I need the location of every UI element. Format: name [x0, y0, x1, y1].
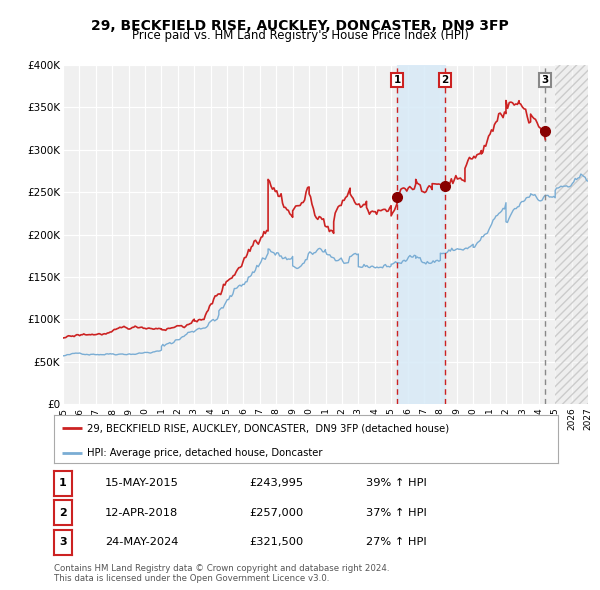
Text: 2: 2 — [442, 75, 449, 85]
Text: 12-APR-2018: 12-APR-2018 — [105, 508, 178, 517]
Text: 39% ↑ HPI: 39% ↑ HPI — [366, 478, 427, 488]
Text: Contains HM Land Registry data © Crown copyright and database right 2024.
This d: Contains HM Land Registry data © Crown c… — [54, 563, 389, 583]
Text: £243,995: £243,995 — [249, 478, 303, 488]
Text: £321,500: £321,500 — [249, 537, 303, 547]
Text: 15-MAY-2015: 15-MAY-2015 — [105, 478, 179, 488]
Bar — [555, 65, 588, 404]
Text: 3: 3 — [542, 75, 549, 85]
Bar — [555, 65, 588, 404]
Text: 1: 1 — [59, 478, 67, 488]
Text: £257,000: £257,000 — [249, 508, 303, 517]
Text: 37% ↑ HPI: 37% ↑ HPI — [366, 508, 427, 517]
Text: 2: 2 — [59, 508, 67, 517]
Bar — [397, 65, 445, 404]
Text: 27% ↑ HPI: 27% ↑ HPI — [366, 537, 427, 547]
Text: Price paid vs. HM Land Registry's House Price Index (HPI): Price paid vs. HM Land Registry's House … — [131, 30, 469, 42]
Text: HPI: Average price, detached house, Doncaster: HPI: Average price, detached house, Donc… — [87, 447, 322, 457]
Text: 29, BECKFIELD RISE, AUCKLEY, DONCASTER, DN9 3FP: 29, BECKFIELD RISE, AUCKLEY, DONCASTER, … — [91, 19, 509, 33]
Text: 29, BECKFIELD RISE, AUCKLEY, DONCASTER,  DN9 3FP (detached house): 29, BECKFIELD RISE, AUCKLEY, DONCASTER, … — [87, 423, 449, 433]
Text: 24-MAY-2024: 24-MAY-2024 — [105, 537, 178, 547]
Bar — [555, 65, 588, 404]
Text: 1: 1 — [394, 75, 401, 85]
Text: 3: 3 — [59, 537, 67, 547]
